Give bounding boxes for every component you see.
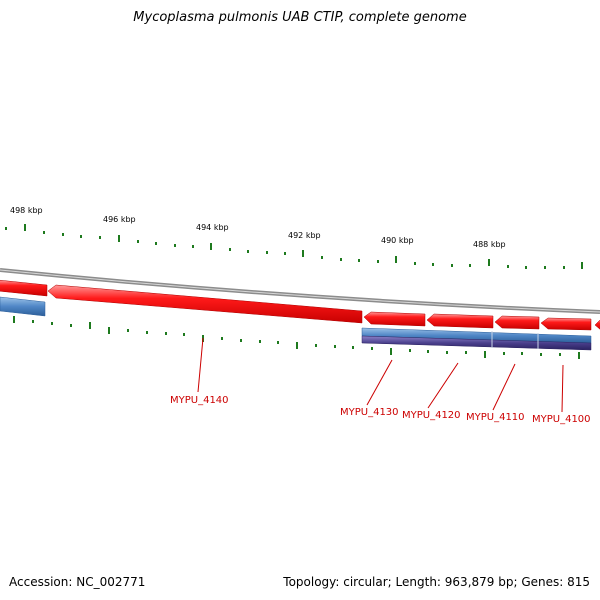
genome-summary-text: Topology: circular; Length: 963,879 bp; …: [283, 575, 590, 589]
gene-label-mypu-4140[interactable]: MYPU_4140: [170, 395, 229, 406]
feature-band-purple[interactable]: [361, 335, 592, 351]
gene-arrow-right-edge[interactable]: [594, 319, 600, 331]
gene-arrow-mypu-4130[interactable]: [363, 311, 426, 327]
scale-label-498: 498 kbp: [10, 206, 43, 215]
scale-label-490: 490 kbp: [381, 236, 414, 245]
feature-bands: [0, 296, 592, 351]
scale-label-494: 494 kbp: [196, 223, 229, 232]
gene-arrows: [0, 279, 600, 331]
gene-arrow-mypu-4120[interactable]: [426, 313, 494, 329]
gene-label-mypu-4100[interactable]: MYPU_4100: [532, 414, 591, 425]
scale-label-492: 492 kbp: [288, 231, 321, 240]
feature-band-blue-left[interactable]: [0, 296, 46, 317]
genome-backbone-highlight: [0, 269, 600, 313]
scale-label-488: 488 kbp: [473, 240, 506, 249]
scale-label-496: 496 kbp: [103, 215, 136, 224]
genome-title: Mycoplasma pulmonis UAB CTIP, complete g…: [133, 10, 467, 25]
gene-arrow-mypu-4100[interactable]: [540, 317, 592, 331]
outer-scale-ticks: [5, 224, 583, 269]
gene-label-mypu-4130[interactable]: MYPU_4130: [340, 407, 399, 418]
gene-arrow-mypu-4110[interactable]: [494, 315, 540, 330]
inner-scale-ticks: [13, 316, 580, 359]
gene-arrow-left-edge[interactable]: [0, 279, 48, 297]
gene-label-mypu-4110[interactable]: MYPU_4110: [466, 412, 525, 423]
gene-arrow-mypu-4140[interactable]: [47, 284, 363, 324]
accession-text: Accession: NC_002771: [9, 575, 146, 589]
gene-leader-lines: [197, 337, 564, 413]
gene-label-mypu-4120[interactable]: MYPU_4120: [402, 410, 461, 421]
